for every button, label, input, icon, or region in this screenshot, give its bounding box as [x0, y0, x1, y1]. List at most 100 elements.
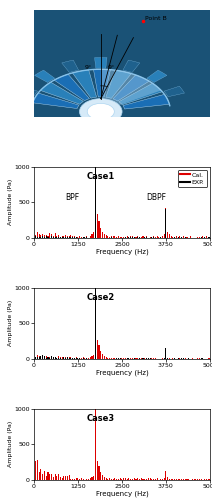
Bar — [118, 358, 119, 359]
Y-axis label: Amplitude (Pa): Amplitude (Pa) — [8, 179, 13, 226]
Bar — [164, 234, 165, 238]
Bar — [51, 356, 52, 359]
Bar — [53, 236, 54, 238]
Bar — [202, 236, 203, 238]
Bar — [144, 479, 145, 480]
Bar — [109, 478, 110, 480]
Bar — [141, 478, 142, 480]
Bar — [84, 236, 85, 238]
Bar — [135, 479, 137, 480]
Bar — [37, 236, 38, 238]
Bar — [172, 358, 173, 359]
Bar — [185, 358, 186, 359]
Text: DBPF: DBPF — [146, 193, 167, 202]
Bar — [155, 479, 156, 480]
Bar — [197, 358, 198, 359]
Bar — [130, 358, 131, 359]
Bar — [209, 358, 210, 359]
Bar — [132, 236, 133, 238]
Bar — [72, 237, 73, 238]
Bar — [165, 208, 166, 238]
Bar — [97, 461, 98, 480]
Bar — [72, 358, 73, 359]
Bar — [127, 358, 128, 359]
Bar — [77, 358, 78, 359]
Bar — [146, 358, 147, 359]
Bar — [164, 478, 165, 480]
Bar — [46, 476, 47, 480]
Bar — [35, 357, 36, 359]
Polygon shape — [93, 69, 110, 97]
Bar — [165, 348, 166, 359]
Bar — [114, 478, 115, 480]
Bar — [192, 479, 193, 480]
Bar — [169, 358, 170, 359]
Bar — [54, 358, 56, 359]
Bar — [208, 236, 209, 238]
Bar — [61, 237, 63, 238]
Bar — [167, 232, 168, 238]
Bar — [35, 357, 36, 359]
Bar — [65, 476, 66, 480]
Bar — [44, 235, 45, 238]
Bar — [91, 234, 92, 238]
Polygon shape — [147, 70, 167, 82]
Bar — [106, 478, 107, 480]
Text: Case3: Case3 — [87, 414, 115, 422]
Polygon shape — [35, 70, 55, 82]
Bar — [86, 358, 87, 359]
Legend: Cal., EXP.: Cal., EXP. — [178, 170, 207, 188]
Polygon shape — [40, 82, 83, 104]
Bar — [130, 236, 131, 238]
Bar — [99, 466, 100, 480]
Bar — [86, 358, 87, 359]
Bar — [171, 236, 172, 238]
Bar — [109, 236, 110, 238]
Bar — [46, 356, 47, 359]
Bar — [102, 354, 103, 359]
Bar — [113, 478, 114, 480]
Bar — [95, 168, 96, 238]
Bar — [128, 237, 130, 238]
Bar — [54, 474, 56, 480]
Bar — [39, 356, 40, 359]
Bar — [123, 478, 124, 480]
Bar — [79, 236, 80, 238]
Bar — [44, 356, 45, 359]
Bar — [65, 235, 66, 238]
Bar — [54, 232, 56, 238]
Bar — [70, 478, 71, 480]
Bar — [79, 358, 80, 359]
Bar — [118, 236, 119, 238]
Bar — [162, 236, 163, 238]
Bar — [79, 478, 80, 480]
Bar — [137, 358, 138, 359]
Bar — [84, 358, 85, 359]
Bar — [116, 358, 117, 359]
Bar — [88, 358, 89, 359]
Bar — [42, 356, 43, 359]
Bar — [165, 210, 166, 238]
Polygon shape — [33, 93, 79, 108]
Bar — [162, 358, 163, 359]
Polygon shape — [123, 60, 140, 72]
Bar — [33, 236, 34, 238]
Bar — [95, 410, 96, 480]
Bar — [49, 232, 50, 238]
Polygon shape — [164, 86, 184, 97]
Bar — [83, 478, 84, 480]
Bar — [172, 236, 173, 238]
Bar — [53, 357, 54, 359]
Bar — [40, 357, 42, 359]
Bar — [128, 478, 130, 480]
Polygon shape — [17, 86, 38, 97]
Bar — [178, 478, 179, 480]
Bar — [56, 237, 57, 238]
Bar — [120, 478, 121, 480]
Bar — [204, 478, 205, 480]
Bar — [137, 236, 138, 238]
Bar — [77, 358, 78, 359]
Bar — [153, 479, 154, 480]
Bar — [95, 288, 96, 359]
Bar — [125, 237, 126, 238]
